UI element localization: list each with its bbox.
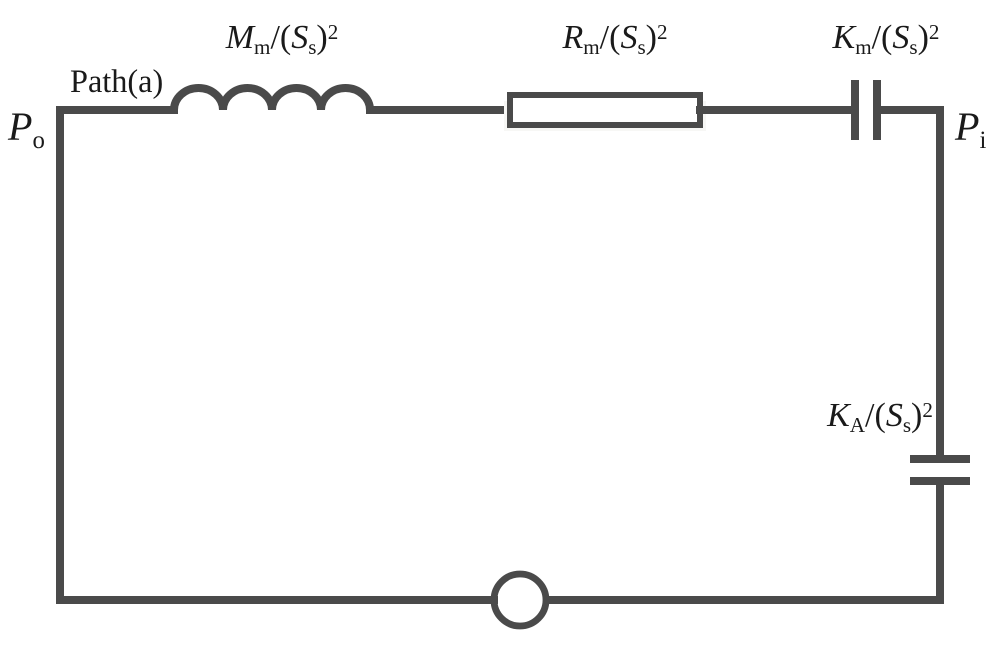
cap-right-label: KA/(Ss)2 (826, 397, 933, 437)
circuit-diagram: Path(a) Po Pi Mm/(Ss)2 Rm/(Ss)2 Km/(Ss)2 KA/(S… (0, 0, 1000, 664)
port-Pi-label: Pi (954, 104, 986, 154)
port-Po-label: Po (7, 104, 45, 154)
path-a-label: Path(a) (70, 63, 163, 99)
inductor-label: Mm/(Ss)2 (225, 19, 339, 59)
cap-top-label: Km/(Ss)2 (832, 19, 940, 59)
resistor-label: Rm/(Ss)2 (561, 19, 667, 59)
